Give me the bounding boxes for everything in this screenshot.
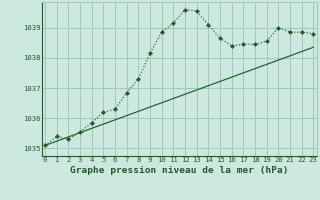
- X-axis label: Graphe pression niveau de la mer (hPa): Graphe pression niveau de la mer (hPa): [70, 166, 288, 175]
